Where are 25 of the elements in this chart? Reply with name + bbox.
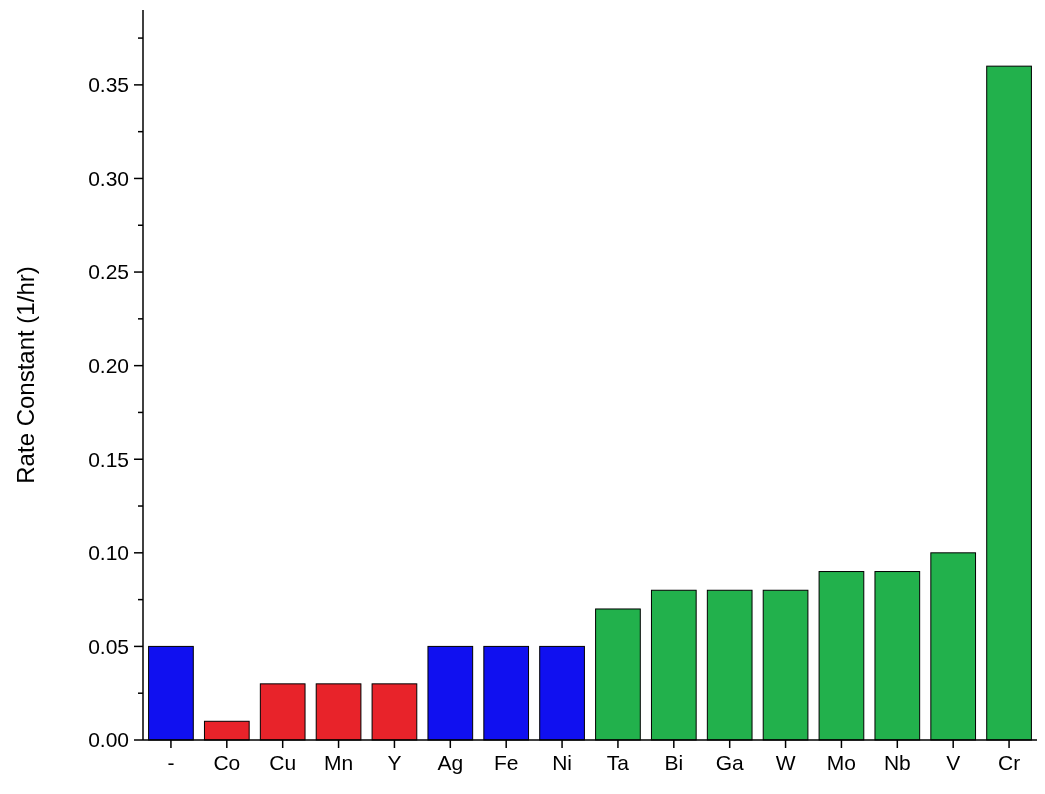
x-tick-label: Y xyxy=(387,751,402,774)
y-tick-label: 0.35 xyxy=(88,73,129,97)
x-tick-label: Ta xyxy=(606,751,630,774)
y-tick-label: 0.20 xyxy=(88,353,129,377)
x-tick-label: Co xyxy=(213,751,241,774)
x-tick-label: Fe xyxy=(493,751,519,774)
x-tick-label: Nb xyxy=(883,751,911,774)
x-tick-label: Ni xyxy=(552,751,572,774)
x-tick-label: Mn xyxy=(323,751,354,774)
x-tick-label: Ag xyxy=(437,751,464,774)
x-tick-label: Bi xyxy=(664,751,684,774)
y-tick-label: 0.05 xyxy=(88,634,129,658)
x-tick-label: Ga xyxy=(715,751,745,774)
y-tick-label: 0.00 xyxy=(88,728,129,752)
y-tick-label: 0.30 xyxy=(88,166,129,190)
x-tick-label: W xyxy=(775,751,796,774)
y-tick-label: 0.25 xyxy=(88,260,129,284)
x-tick-label: Cr xyxy=(997,751,1021,774)
y-axis-title: Rate Constant (1/hr) xyxy=(12,266,39,484)
x-tick-label: V xyxy=(946,751,961,774)
x-tick-label: Mo xyxy=(826,751,857,774)
x-tick-label: Cu xyxy=(269,751,297,774)
x-tick-label: - xyxy=(167,751,175,774)
y-tick-label: 0.15 xyxy=(88,447,129,471)
y-tick-label: 0.10 xyxy=(88,541,129,565)
